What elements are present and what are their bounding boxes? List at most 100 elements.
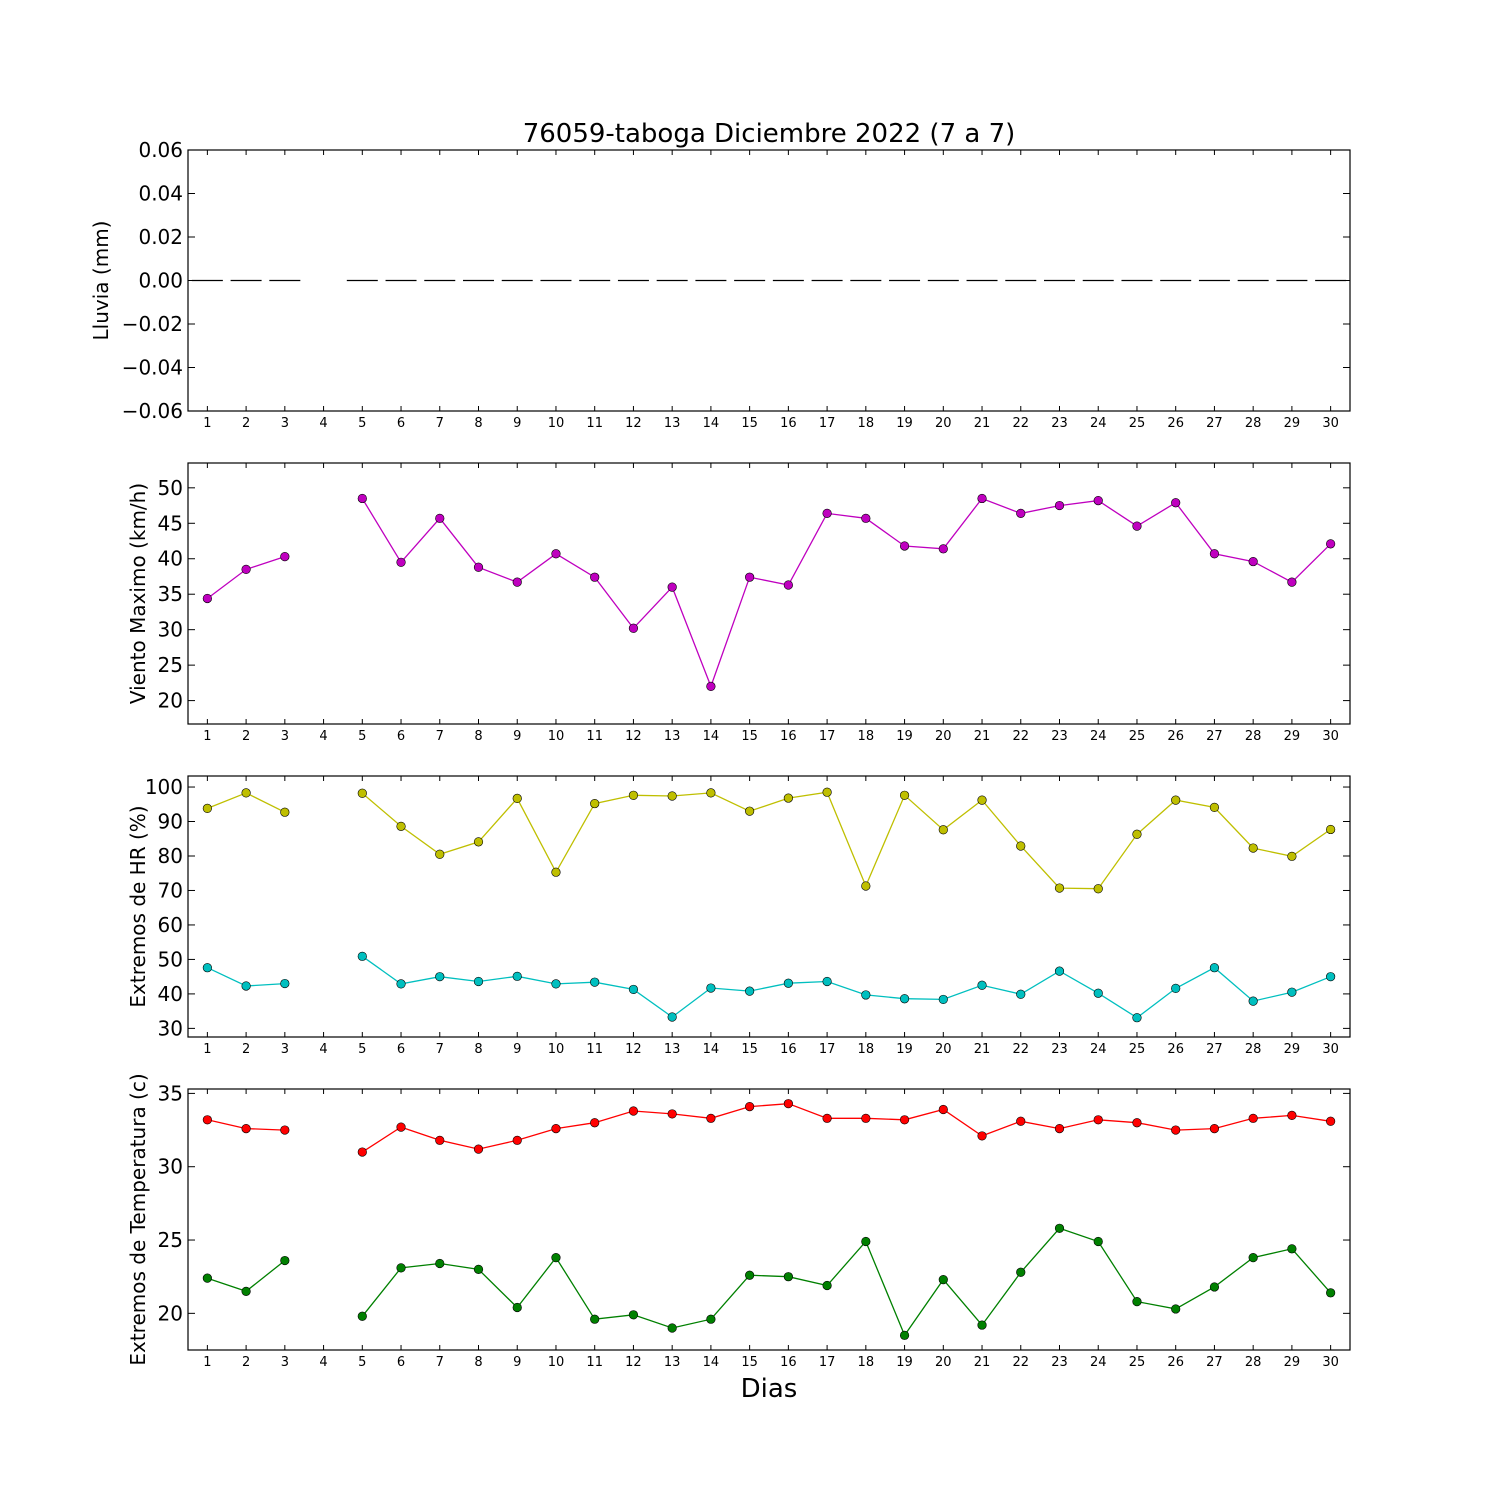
data-point: [1016, 989, 1026, 999]
data-point: [241, 788, 251, 798]
data-point: [783, 793, 793, 803]
x-tick-label: 16: [780, 416, 797, 431]
data-point: [822, 1113, 832, 1123]
x-tick-label: 1: [203, 729, 211, 744]
data-point: [512, 971, 522, 981]
data-point: [396, 821, 406, 831]
y-tick-label: 0.00: [138, 269, 183, 293]
data-point: [977, 493, 987, 504]
data-point: [628, 790, 639, 800]
data-point: [1248, 1113, 1258, 1123]
panel-hr: 1 2 3 4 5 6 7 8 9 10 11 12 13 14 15 16 17 18 19 20 21 22 23 24 2…: [126, 775, 1351, 1057]
data-point: [435, 1135, 445, 1145]
data-point: [861, 881, 871, 891]
data-point: [241, 981, 251, 991]
y-tick-label: 30: [158, 1155, 183, 1179]
y-tick-label: 25: [158, 1228, 183, 1252]
data-point: [667, 791, 677, 801]
x-tick-label: 11: [586, 416, 603, 431]
data-point: [590, 1118, 600, 1128]
data-point: [1054, 1123, 1065, 1134]
plot-frame: [187, 1088, 1351, 1351]
x-tick-label: 5: [358, 729, 366, 744]
y-tick-label: 45: [158, 511, 183, 535]
series-line: [207, 555, 286, 600]
data-point: [551, 867, 561, 877]
x-tick-label: 6: [397, 1355, 405, 1370]
data-point: [938, 544, 948, 554]
data-point: [783, 978, 793, 988]
data-point: [1326, 1116, 1336, 1126]
data-point: [1171, 1304, 1181, 1314]
data-point: [1171, 983, 1181, 993]
data-point: [1016, 1267, 1026, 1277]
data-point: [1326, 972, 1336, 982]
series-line: [207, 1260, 286, 1293]
x-tick-label: 5: [358, 1042, 366, 1057]
panel-lluvia: 1 2 3 4 5 6 7 8 9 10 11 12 13 14 15 16 17 18 19 20 21 22 23 24 2…: [89, 138, 1351, 431]
x-tick-label: 2: [242, 729, 250, 744]
data-point: [1093, 988, 1103, 998]
data-point: [1054, 883, 1065, 893]
data-point: [899, 790, 910, 800]
data-point: [938, 825, 948, 835]
x-tick-label: 13: [664, 729, 681, 744]
x-tick-label: 9: [513, 729, 521, 744]
x-axis: 1 2 3 4 5 6 7 8 9 10 11 12 13 14 15 16 17 18 19 20 21 22 23 24 2…: [203, 1089, 1339, 1370]
x-tick-label: 14: [703, 1355, 720, 1370]
y-tick-label: 40: [158, 982, 183, 1006]
plot-frame: [187, 775, 1351, 1038]
data-point: [1209, 549, 1220, 559]
x-tick-label: 9: [513, 416, 521, 431]
data-point: [628, 984, 639, 995]
panel-viento: 1 2 3 4 5 6 7 8 9 10 11 12 13 14 15 16 17 18 19 20 21 22 23 24 2…: [126, 462, 1351, 744]
series-line: [361, 955, 1331, 1019]
x-tick-label: 22: [1012, 1042, 1029, 1057]
x-tick-label: 6: [397, 729, 405, 744]
data-point: [938, 1104, 948, 1115]
data-point: [512, 577, 522, 587]
x-tick-label: 14: [703, 729, 720, 744]
x-tick-label: 16: [780, 729, 797, 744]
x-tick-label: 4: [319, 416, 327, 431]
data-point: [435, 849, 445, 859]
x-tick-label: 28: [1245, 1355, 1262, 1370]
data-point: [473, 1144, 484, 1154]
x-tick-label: 2: [242, 1042, 250, 1057]
x-tick-label: 8: [474, 1042, 482, 1057]
data-point: [1248, 1253, 1258, 1263]
data-point: [1326, 824, 1336, 835]
x-tick-label: 27: [1206, 1355, 1223, 1370]
data-point: [1093, 1115, 1103, 1125]
x-tick-label: 19: [896, 729, 913, 744]
x-tick-label: 11: [586, 1042, 603, 1057]
x-tick-label: 22: [1012, 1355, 1029, 1370]
x-tick-label: 12: [625, 729, 642, 744]
data-point: [1248, 843, 1258, 853]
data-point: [512, 1135, 522, 1145]
x-tick-label: 15: [741, 416, 758, 431]
data-point: [280, 1255, 290, 1266]
x-tick-label: 29: [1284, 1042, 1301, 1057]
x-tick-label: 15: [741, 1042, 758, 1057]
x-tick-label: 25: [1129, 729, 1146, 744]
data-point: [706, 983, 716, 993]
x-tick-label: 2: [242, 1355, 250, 1370]
data-point: [822, 787, 832, 797]
data-point: [706, 1314, 716, 1324]
series-line: [361, 1103, 1331, 1153]
x-tick-label: 25: [1129, 1042, 1146, 1057]
x-tick-label: 23: [1051, 1042, 1068, 1057]
data-point: [1209, 1123, 1220, 1134]
x-tick-label: 18: [858, 729, 875, 744]
x-tick-label: 20: [935, 729, 952, 744]
x-tick-label: 26: [1167, 1042, 1184, 1057]
data-point: [1054, 1223, 1065, 1233]
data-point: [1287, 1244, 1297, 1254]
y-tick-label: 35: [158, 1081, 183, 1105]
y-tick-label: 80: [158, 844, 183, 868]
data-point: [667, 1012, 677, 1022]
x-tick-label: 17: [819, 729, 836, 744]
x-tick-label: 22: [1012, 729, 1029, 744]
data-point: [628, 1106, 639, 1116]
